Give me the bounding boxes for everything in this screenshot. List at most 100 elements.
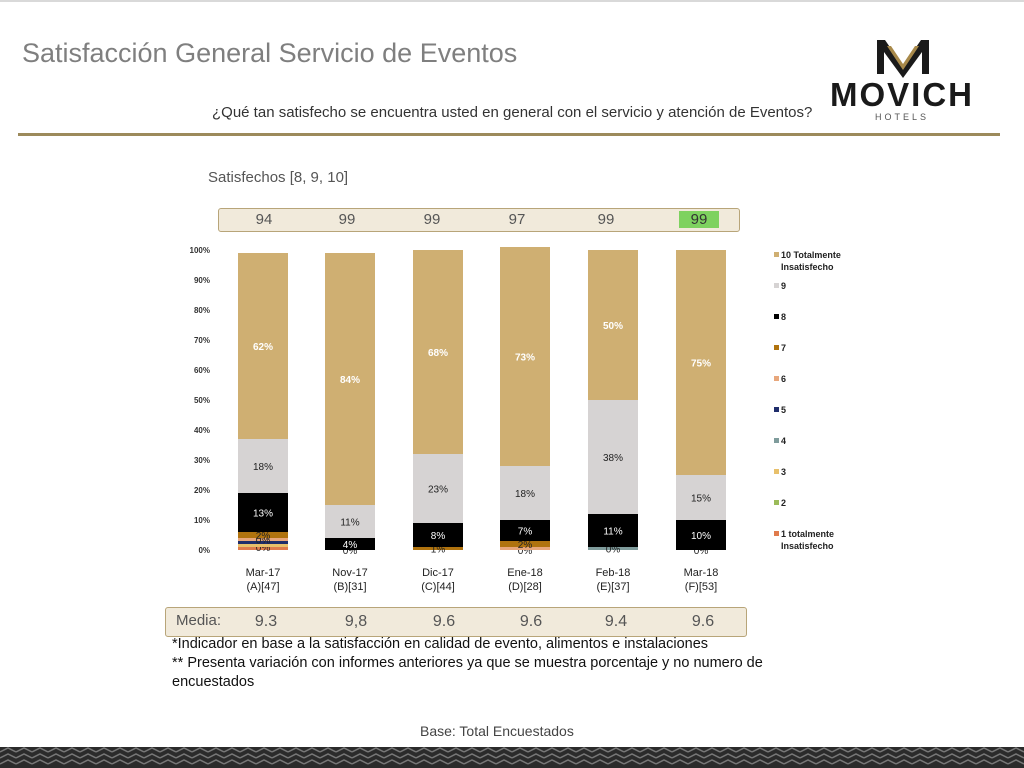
y-tick-label: 70% bbox=[194, 336, 210, 345]
media-value: 9,8 bbox=[344, 613, 368, 630]
bar-segment bbox=[588, 250, 638, 400]
media-value: 9.6 bbox=[691, 613, 715, 630]
x-tick-sublabel: (C)[44] bbox=[421, 581, 455, 593]
y-tick-label: 40% bbox=[194, 426, 210, 435]
legend-swatch bbox=[774, 500, 779, 505]
media-label: Media: bbox=[176, 612, 222, 629]
bar-segment bbox=[588, 400, 638, 514]
bar-segment bbox=[325, 538, 375, 550]
data-label: 11% bbox=[603, 527, 622, 538]
data-label: 62% bbox=[253, 342, 273, 353]
legend-swatch bbox=[774, 345, 779, 350]
movich-logo: MOVICH HOTELS bbox=[830, 40, 972, 122]
bar-segment bbox=[238, 493, 288, 532]
data-label: 84% bbox=[340, 375, 360, 386]
x-tick-sublabel: (D)[28] bbox=[508, 581, 542, 593]
data-label: 75% bbox=[691, 359, 711, 370]
satisfied-band: 94 99 99 97 99 99 bbox=[218, 208, 740, 232]
y-tick-label: 60% bbox=[194, 366, 210, 375]
data-label: 73% bbox=[515, 353, 535, 364]
x-tick-sublabel: (E)[37] bbox=[596, 581, 629, 593]
page-title: Satisfacción General Servicio de Eventos bbox=[22, 38, 518, 68]
x-tick-label: Feb-18 bbox=[596, 567, 631, 579]
x-tick-sublabel: (B)[31] bbox=[333, 581, 366, 593]
legend-swatch bbox=[774, 376, 779, 381]
bar-segment bbox=[588, 514, 638, 547]
media-value: 9.6 bbox=[519, 613, 543, 630]
survey-question: ¿Qué tan satisfecho se encuentra usted e… bbox=[212, 104, 813, 121]
data-label: 68% bbox=[428, 348, 448, 359]
legend-swatch bbox=[774, 531, 779, 536]
data-label: 2% bbox=[518, 540, 533, 551]
top-border bbox=[0, 0, 1024, 2]
data-label: 10% bbox=[691, 531, 711, 542]
y-tick-label: 80% bbox=[194, 306, 210, 315]
satisfied-value: 97 bbox=[508, 211, 526, 228]
x-tick-label: Mar-18 bbox=[684, 567, 719, 579]
legend-swatch bbox=[774, 469, 779, 474]
data-label: 0% bbox=[606, 545, 621, 556]
data-label: 2% bbox=[256, 531, 271, 542]
logo-subtext: HOTELS bbox=[875, 112, 929, 122]
bar-segment bbox=[325, 505, 375, 538]
x-tick-label: Nov-17 bbox=[332, 567, 367, 579]
stacked-bar-chart: 0%10%20%30%40%50%60%70%80%90%100%0%0%2%1… bbox=[190, 246, 841, 593]
satisfied-value: 99 bbox=[338, 211, 356, 228]
legend-swatch bbox=[774, 283, 779, 288]
x-tick-sublabel: (F)[53] bbox=[685, 581, 717, 593]
note-line-1: *Indicador en base a la satisfacción en … bbox=[172, 636, 709, 652]
x-tick-label: Mar-17 bbox=[246, 567, 281, 579]
data-label: 15% bbox=[691, 494, 711, 505]
bar-segment bbox=[413, 250, 463, 454]
data-label: 11% bbox=[340, 518, 359, 529]
satisfied-value: 99 bbox=[423, 211, 441, 228]
bar-segment bbox=[413, 547, 463, 550]
legend-label: 9 bbox=[781, 281, 786, 291]
legend-swatch bbox=[774, 438, 779, 443]
x-tick-label: Ene-18 bbox=[507, 567, 542, 579]
data-label: 0% bbox=[694, 546, 709, 557]
data-label: 0% bbox=[343, 546, 358, 557]
media-value: 9.6 bbox=[432, 613, 456, 630]
legend-label: 8 bbox=[781, 312, 786, 322]
legend-swatch bbox=[774, 252, 779, 257]
header-divider bbox=[18, 133, 1000, 136]
data-label: 18% bbox=[253, 462, 273, 473]
footer-pattern bbox=[0, 747, 1024, 768]
bar-segment bbox=[500, 466, 550, 520]
legend-label: 3 bbox=[781, 467, 786, 477]
legend-label: 6 bbox=[781, 374, 786, 384]
satisfied-value: 99 bbox=[597, 211, 615, 228]
logo-mark-icon bbox=[877, 40, 929, 78]
y-tick-label: 100% bbox=[190, 246, 210, 255]
legend-label: Insatisfecho bbox=[781, 262, 834, 272]
y-tick-label: 10% bbox=[194, 516, 210, 525]
media-band: Media: 9.3 9,8 9.6 9.6 9.4 9.6 bbox=[165, 607, 747, 637]
y-tick-label: 50% bbox=[194, 396, 210, 405]
bar-segment bbox=[413, 454, 463, 523]
legend-label: 4 bbox=[781, 436, 786, 446]
bar-segment bbox=[238, 532, 288, 538]
x-tick-label: Dic-17 bbox=[422, 567, 454, 579]
data-label: 8% bbox=[431, 531, 446, 542]
data-label: 0% bbox=[518, 546, 533, 557]
y-tick-label: 90% bbox=[194, 276, 210, 285]
legend-label: Insatisfecho bbox=[781, 541, 834, 551]
bar-segment bbox=[413, 523, 463, 547]
y-tick-label: 30% bbox=[194, 456, 210, 465]
bar-segment bbox=[500, 541, 550, 547]
bar-segment bbox=[325, 253, 375, 505]
legend-swatch bbox=[774, 314, 779, 319]
data-label: 13% bbox=[253, 509, 273, 520]
x-tick-sublabel: (A)[47] bbox=[246, 581, 279, 593]
bar-segment bbox=[238, 547, 288, 550]
data-label: 0% bbox=[256, 536, 271, 547]
legend-label: 7 bbox=[781, 343, 786, 353]
note-line-2: ** Presenta variación con informes anter… bbox=[172, 655, 763, 671]
bar-segment bbox=[500, 547, 550, 550]
bar-segment bbox=[500, 520, 550, 541]
data-label: 7% bbox=[518, 527, 533, 538]
bar-segment bbox=[238, 541, 288, 544]
legend-label: 5 bbox=[781, 405, 786, 415]
data-label: 1% bbox=[431, 545, 446, 556]
